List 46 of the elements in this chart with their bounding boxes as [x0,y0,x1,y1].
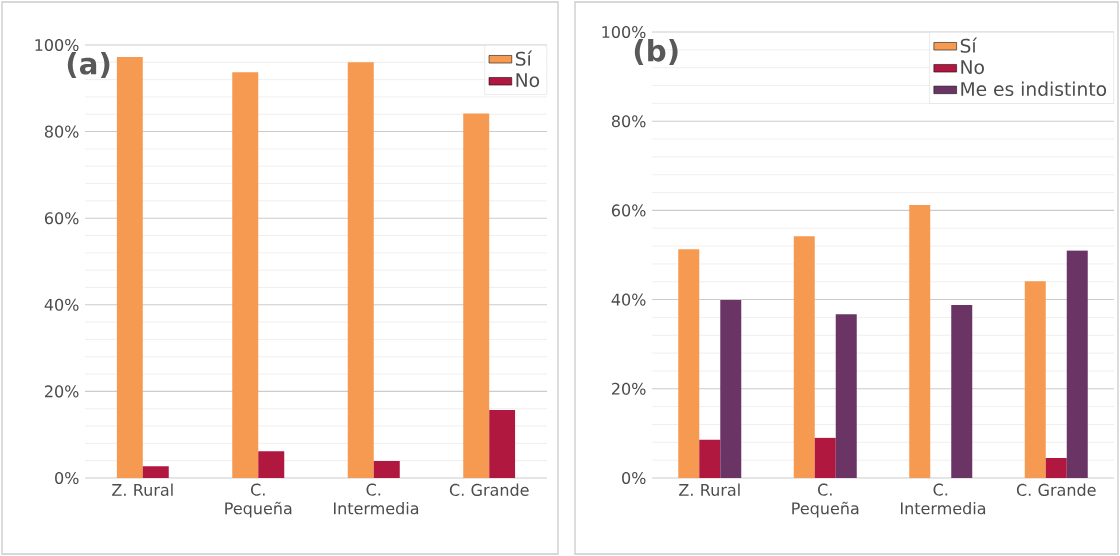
bar [463,113,490,478]
bar [116,57,143,478]
bar [1045,457,1067,478]
x-tick-label: C. Intermedia [900,483,986,515]
bar [793,236,815,478]
legend-label: Sí [515,50,533,66]
x-tick-label: C. Grande [449,483,529,496]
x-tick-label: Z. Rural [679,483,740,496]
y-tick-label: 80% [611,115,646,128]
bar [835,314,857,478]
legend-label: No [961,60,984,75]
legend-label: No [516,73,540,88]
x-tick-label: C. Pequeña [225,483,292,518]
bar [814,437,836,478]
bar [258,451,285,478]
bar [142,466,169,478]
bar [678,249,700,478]
bar [489,410,516,478]
y-tick-label: 60% [611,204,646,217]
y-tick-label: 40% [611,293,646,306]
x-tick-label: Z. Rural [112,483,173,496]
y-tick-label: 0% [622,471,646,485]
y-tick-label: 0% [55,471,79,485]
chart-title: (b) [634,38,678,66]
bar [951,304,973,478]
x-tick-label: C. Pequeña [792,483,859,518]
bar [699,439,721,478]
y-tick-label: 20% [45,385,79,398]
bar [373,461,400,478]
y-tick-label: 20% [612,382,646,395]
y-tick-label: 100% [35,38,79,52]
legend-label: Me es indistinto [961,81,1107,97]
chart-title: (a) [67,51,110,79]
legend-label: Sí [960,37,978,53]
x-tick-label: C. Grande [1016,483,1096,496]
y-tick-label: 100% [602,25,646,39]
y-tick-label: 60% [44,212,79,225]
x-tick-label: C. Intermedia [333,483,419,515]
bar [1066,250,1088,478]
y-tick-label: 80% [44,125,79,138]
bar [909,205,931,478]
y-tick-label: 40% [44,298,79,311]
bar [1024,281,1046,478]
bar [720,300,742,478]
bar [232,72,259,478]
bar [347,62,374,478]
